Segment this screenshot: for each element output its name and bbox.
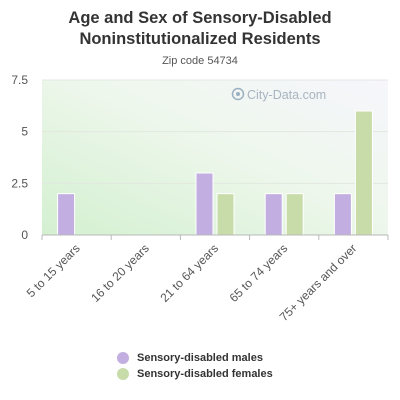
x-tick-label: 75+ years and over <box>277 241 360 324</box>
legend-item-males: Sensory-disabled males <box>117 350 273 366</box>
x-axis-ticks <box>41 235 389 240</box>
watermark: City-Data.com <box>231 87 326 102</box>
bar-males-4 <box>333 193 352 236</box>
x-tick-label: 65 to 74 years <box>227 241 291 305</box>
bar-females-2 <box>216 193 235 236</box>
legend-swatch-females <box>117 368 129 380</box>
bar-females-3 <box>285 193 304 236</box>
gridlines <box>42 79 388 184</box>
legend-label-females: Sensory-disabled females <box>137 368 273 380</box>
watermark-text: City-Data.com <box>247 88 326 102</box>
y-tick-label: 5 <box>21 125 28 139</box>
chart-subtitle: Zip code 54734 <box>162 55 238 67</box>
legend-label-males: Sensory-disabled males <box>137 352 263 364</box>
x-tick-label: 21 to 64 years <box>157 241 221 305</box>
legend-swatch-males <box>117 352 129 364</box>
legend-item-females: Sensory-disabled females <box>117 366 273 382</box>
y-tick-label: 0 <box>21 228 28 242</box>
bar-males-0 <box>57 193 76 236</box>
chart-title: Age and Sex of Sensory-Disabled Noninsti… <box>68 9 332 48</box>
x-tick-label: 16 to 20 years <box>88 241 152 305</box>
x-axis-labels: 5 to 15 years 16 to 20 years 21 to 64 year… <box>24 241 360 324</box>
y-tick-label: 7.5 <box>11 73 28 87</box>
x-tick-label: 5 to 15 years <box>24 241 83 300</box>
bar-males-3 <box>264 193 283 236</box>
watermark-icon <box>231 87 245 101</box>
bar-females-4 <box>354 110 373 236</box>
y-axis-labels: 0 2.5 5 7.5 <box>11 73 28 242</box>
bar-males-2 <box>195 172 214 236</box>
plot-area <box>42 80 388 235</box>
legend: Sensory-disabled males Sensory-disabled … <box>117 350 273 382</box>
y-tick-label: 2.5 <box>11 176 28 190</box>
